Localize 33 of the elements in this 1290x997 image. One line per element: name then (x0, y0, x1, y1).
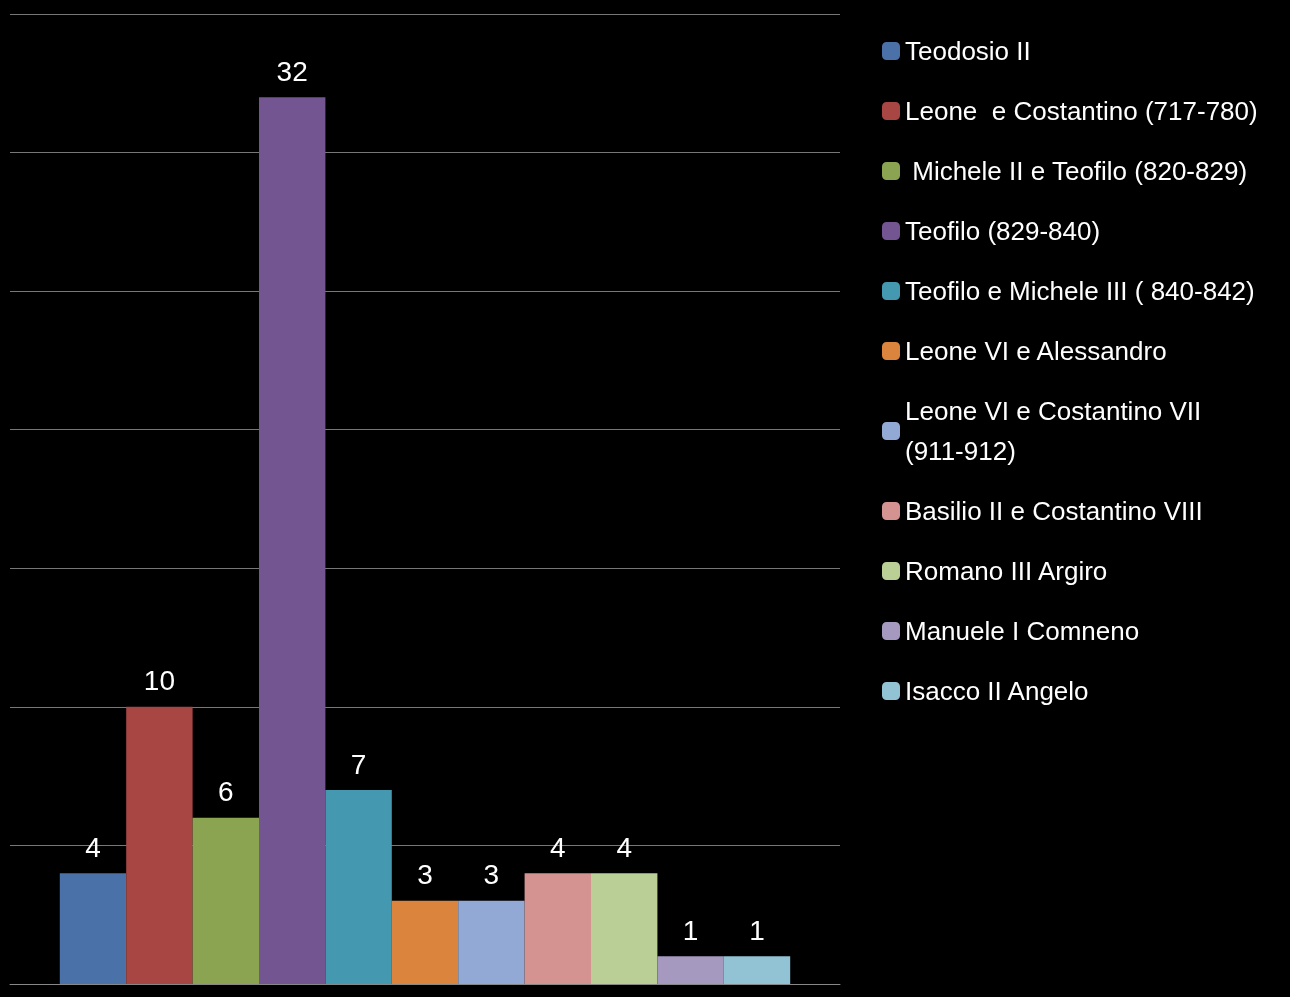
bar (59, 873, 127, 984)
bar (591, 873, 658, 984)
bar (259, 97, 326, 984)
bar (458, 900, 525, 984)
bar (391, 900, 459, 984)
legend-label: Teofilo (829-840) (905, 216, 1101, 246)
data-label: 1 (682, 914, 699, 946)
data-label: 1 (749, 914, 765, 946)
bar (126, 706, 193, 984)
data-label: 32 (276, 55, 308, 87)
legend-label: Michele II e Teofilo (820-829) (905, 156, 1248, 186)
data-label: 3 (483, 859, 500, 891)
data-label: 10 (143, 665, 175, 697)
legend-label: Manuele I Comneno (905, 616, 1140, 646)
legend-label: Basilio II e Costantino VIII (905, 496, 1203, 526)
bar (325, 790, 392, 984)
legend-label: Teofilo e Michele III ( 840-842) (905, 276, 1255, 306)
legend-label: Isacco II Angelo (905, 676, 1089, 706)
bar (192, 817, 259, 984)
data-label: 4 (550, 831, 566, 863)
data-label: 6 (218, 776, 234, 808)
bar (723, 956, 791, 984)
legend-label: Leone VI e Costantino VII (911-912) (905, 396, 1209, 466)
data-label: 4 (85, 831, 101, 863)
legend-label: Teodosio II (905, 36, 1031, 66)
bar (657, 956, 724, 984)
bar (524, 873, 591, 984)
data-label: 3 (417, 859, 433, 891)
legend-label: Romano III Argiro (905, 556, 1108, 586)
legend-label: Leone VI e Alessandro (905, 336, 1167, 366)
data-label: 4 (616, 831, 632, 863)
legend-label: Leone e Costantino (717-780) (905, 96, 1258, 126)
data-label: 7 (350, 748, 367, 780)
